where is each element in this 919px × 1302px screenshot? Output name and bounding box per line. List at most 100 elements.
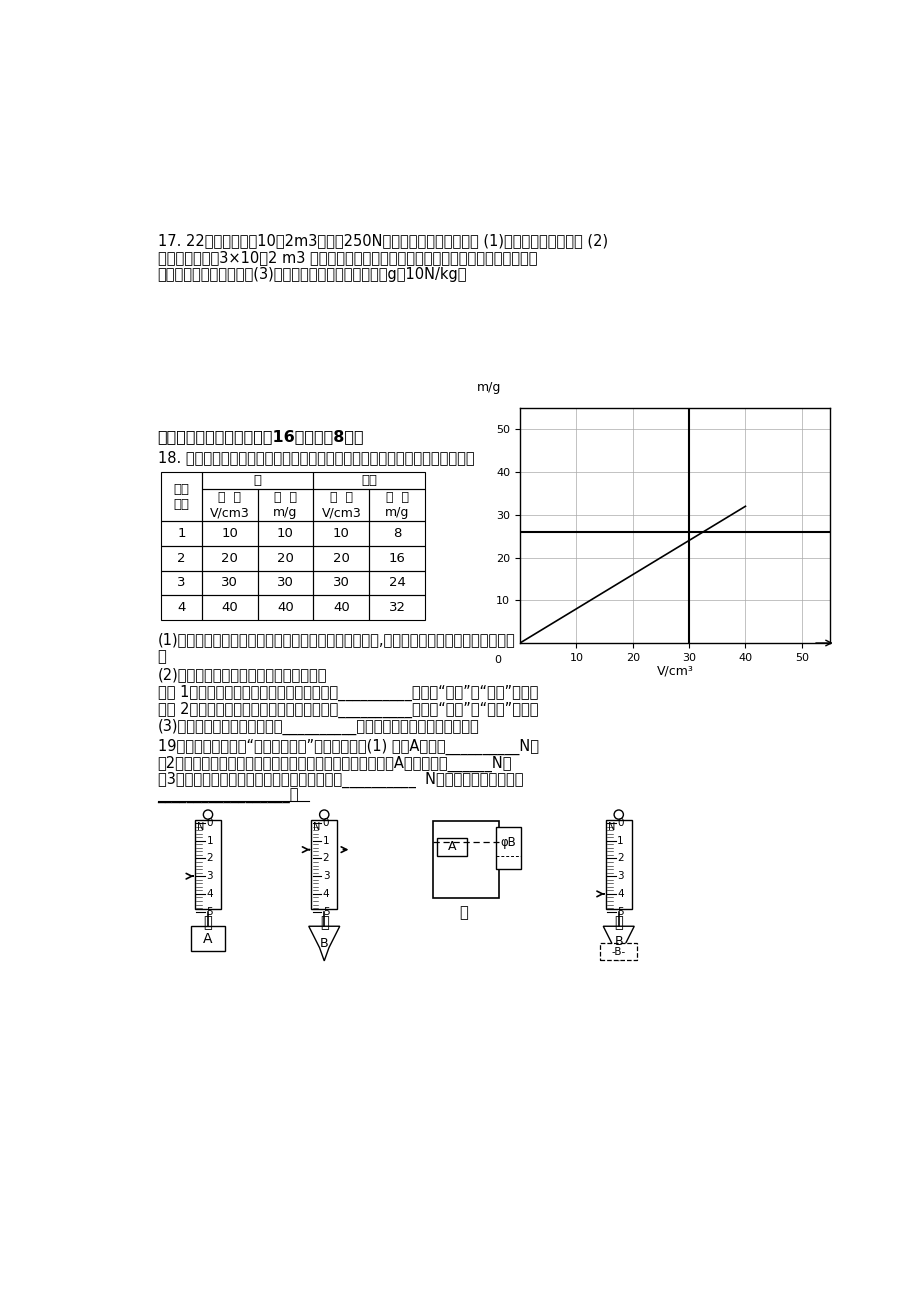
Text: 0: 0 [617, 818, 623, 828]
Bar [162, 570, 201, 595]
Text: （3）比较图乙、丁可知，木块排开水的重力为__________  N，由此可得出的结论是: （3）比较图乙、丁可知，木块排开水的重力为__________ N，由此可得出的… [157, 772, 523, 789]
Text: 10: 10 [221, 527, 238, 540]
Text: B: B [320, 936, 328, 949]
Text: 2: 2 [206, 854, 213, 863]
Bar [495, 827, 520, 870]
Text: 20: 20 [277, 552, 293, 565]
Text: 体  积
V/cm3: 体 积 V/cm3 [321, 491, 361, 519]
Text: 18. 为了研究物质的某种特性，某同学利用水和酒精进行探究，测得如下数据：: 18. 为了研究物质的某种特性，某同学利用水和酒精进行探究，测得如下数据： [157, 450, 473, 465]
Text: 4: 4 [617, 889, 623, 898]
Text: 30: 30 [333, 577, 349, 590]
Bar [191, 926, 225, 950]
Bar [369, 521, 425, 546]
Bar [605, 820, 631, 909]
Bar [313, 546, 369, 570]
Text: 水: 水 [254, 474, 261, 487]
Text: 40: 40 [333, 602, 349, 615]
Text: N: N [197, 822, 204, 832]
Text: 3: 3 [617, 871, 623, 881]
Text: 质  量
m/g: 质 量 m/g [384, 491, 409, 519]
Text: 30: 30 [221, 577, 238, 590]
Text: 结论 1：同种物质，质量与体积的比值一般是__________（选填“相同”或“不同”）的；: 结论 1：同种物质，质量与体积的比值一般是__________（选填“相同”或“… [157, 685, 538, 700]
Text: 4: 4 [177, 602, 186, 615]
Text: 2: 2 [177, 552, 186, 565]
Text: 1: 1 [323, 836, 329, 846]
Text: 丙: 丙 [459, 905, 468, 921]
Text: 5: 5 [206, 906, 213, 917]
Bar [257, 546, 313, 570]
Text: 3: 3 [206, 871, 213, 881]
Text: __________________。: __________________。 [157, 789, 299, 805]
Bar [369, 546, 425, 570]
Bar [257, 570, 313, 595]
Text: (1)在如图方格纸中已画出了酒精质量随体积变化的图像,请你画出水的质量随体积变化的图: (1)在如图方格纸中已画出了酒精质量随体积变化的图像,请你画出水的质量随体积变化… [157, 631, 515, 647]
Text: (2)通过对数据或图像的分析，可以得到：: (2)通过对数据或图像的分析，可以得到： [157, 668, 327, 682]
Text: 3: 3 [323, 871, 329, 881]
Text: 4: 4 [323, 889, 329, 898]
Text: 1: 1 [617, 836, 623, 846]
Bar [437, 837, 466, 857]
Text: A: A [448, 840, 456, 853]
Bar [162, 546, 201, 570]
Bar [313, 595, 369, 620]
Text: 实验
序号: 实验 序号 [174, 483, 189, 510]
Text: 3: 3 [177, 577, 186, 590]
Text: φB: φB [500, 836, 516, 849]
Polygon shape [603, 926, 633, 961]
Bar [201, 488, 257, 521]
Text: 4: 4 [206, 889, 213, 898]
Text: 1: 1 [206, 836, 213, 846]
Text: 0: 0 [206, 818, 212, 828]
Bar [313, 471, 425, 488]
Bar [369, 488, 425, 521]
Text: -B-: -B- [611, 947, 625, 957]
Text: 19．如图所示是探究“阿基米德原理”的实验，则：(1) 物理A的重力__________N，: 19．如图所示是探究“阿基米德原理”的实验，则：(1) 物理A的重力______… [157, 738, 538, 755]
Bar [369, 570, 425, 595]
Text: 2: 2 [617, 854, 623, 863]
Text: （2）将木块轻轻放入盛满水的溢水杯中，如图丙所示，木块A受的浮力为______N；: （2）将木块轻轻放入盛满水的溢水杯中，如图丙所示，木块A受的浮力为______N… [157, 755, 512, 772]
X-axis label: V/cm³: V/cm³ [656, 664, 693, 677]
Text: 四．仔细观察和思考吧（入16分，每题8分）: 四．仔细观察和思考吧（入16分，每题8分） [157, 430, 364, 444]
Text: 甲: 甲 [203, 915, 212, 930]
Text: 40: 40 [221, 602, 238, 615]
Bar [257, 595, 313, 620]
Text: 乙: 乙 [320, 915, 328, 930]
Text: 0: 0 [323, 818, 329, 828]
Bar [257, 521, 313, 546]
Text: 2: 2 [323, 854, 329, 863]
Text: 10: 10 [277, 527, 293, 540]
Bar [162, 595, 201, 620]
Text: 5: 5 [617, 906, 623, 917]
Text: 体  积
V/cm3: 体 积 V/cm3 [210, 491, 249, 519]
Text: 5: 5 [323, 906, 329, 917]
Bar [162, 521, 201, 546]
Text: 16: 16 [388, 552, 405, 565]
Bar [201, 546, 257, 570]
Bar [162, 471, 201, 521]
Text: 32: 32 [388, 602, 405, 615]
Text: 24: 24 [388, 577, 405, 590]
Bar [432, 820, 498, 898]
Text: 10: 10 [333, 527, 349, 540]
Y-axis label: m/g: m/g [476, 381, 501, 395]
Text: N: N [607, 822, 615, 832]
Text: 1: 1 [177, 527, 186, 540]
Text: 酒精: 酒精 [361, 474, 377, 487]
Bar [201, 471, 313, 488]
Text: B: B [614, 935, 622, 948]
Text: 40: 40 [277, 602, 293, 615]
Bar [313, 521, 369, 546]
Text: 20: 20 [333, 552, 349, 565]
Text: 0: 0 [494, 655, 501, 665]
Bar [369, 595, 425, 620]
Bar [201, 570, 257, 595]
Bar [313, 570, 369, 595]
Text: 20: 20 [221, 552, 238, 565]
Bar [201, 521, 257, 546]
Text: A: A [203, 931, 212, 945]
Text: 17. 22、一个体积为10－2m3，重为250N的金属块浸没在水中，求 (1)金属块受到的浮力为 (2): 17. 22、一个体积为10－2m3，重为250N的金属块浸没在水中，求 (1)… [157, 233, 607, 249]
Text: (3)科学上（物理学中）通常用__________这个量来表示物质的这种特性。: (3)科学上（物理学中）通常用__________这个量来表示物质的这种特性。 [157, 719, 479, 734]
Text: 丁: 丁 [614, 915, 622, 930]
Bar [195, 820, 221, 909]
Text: 质  量
m/g: 质 量 m/g [273, 491, 298, 519]
